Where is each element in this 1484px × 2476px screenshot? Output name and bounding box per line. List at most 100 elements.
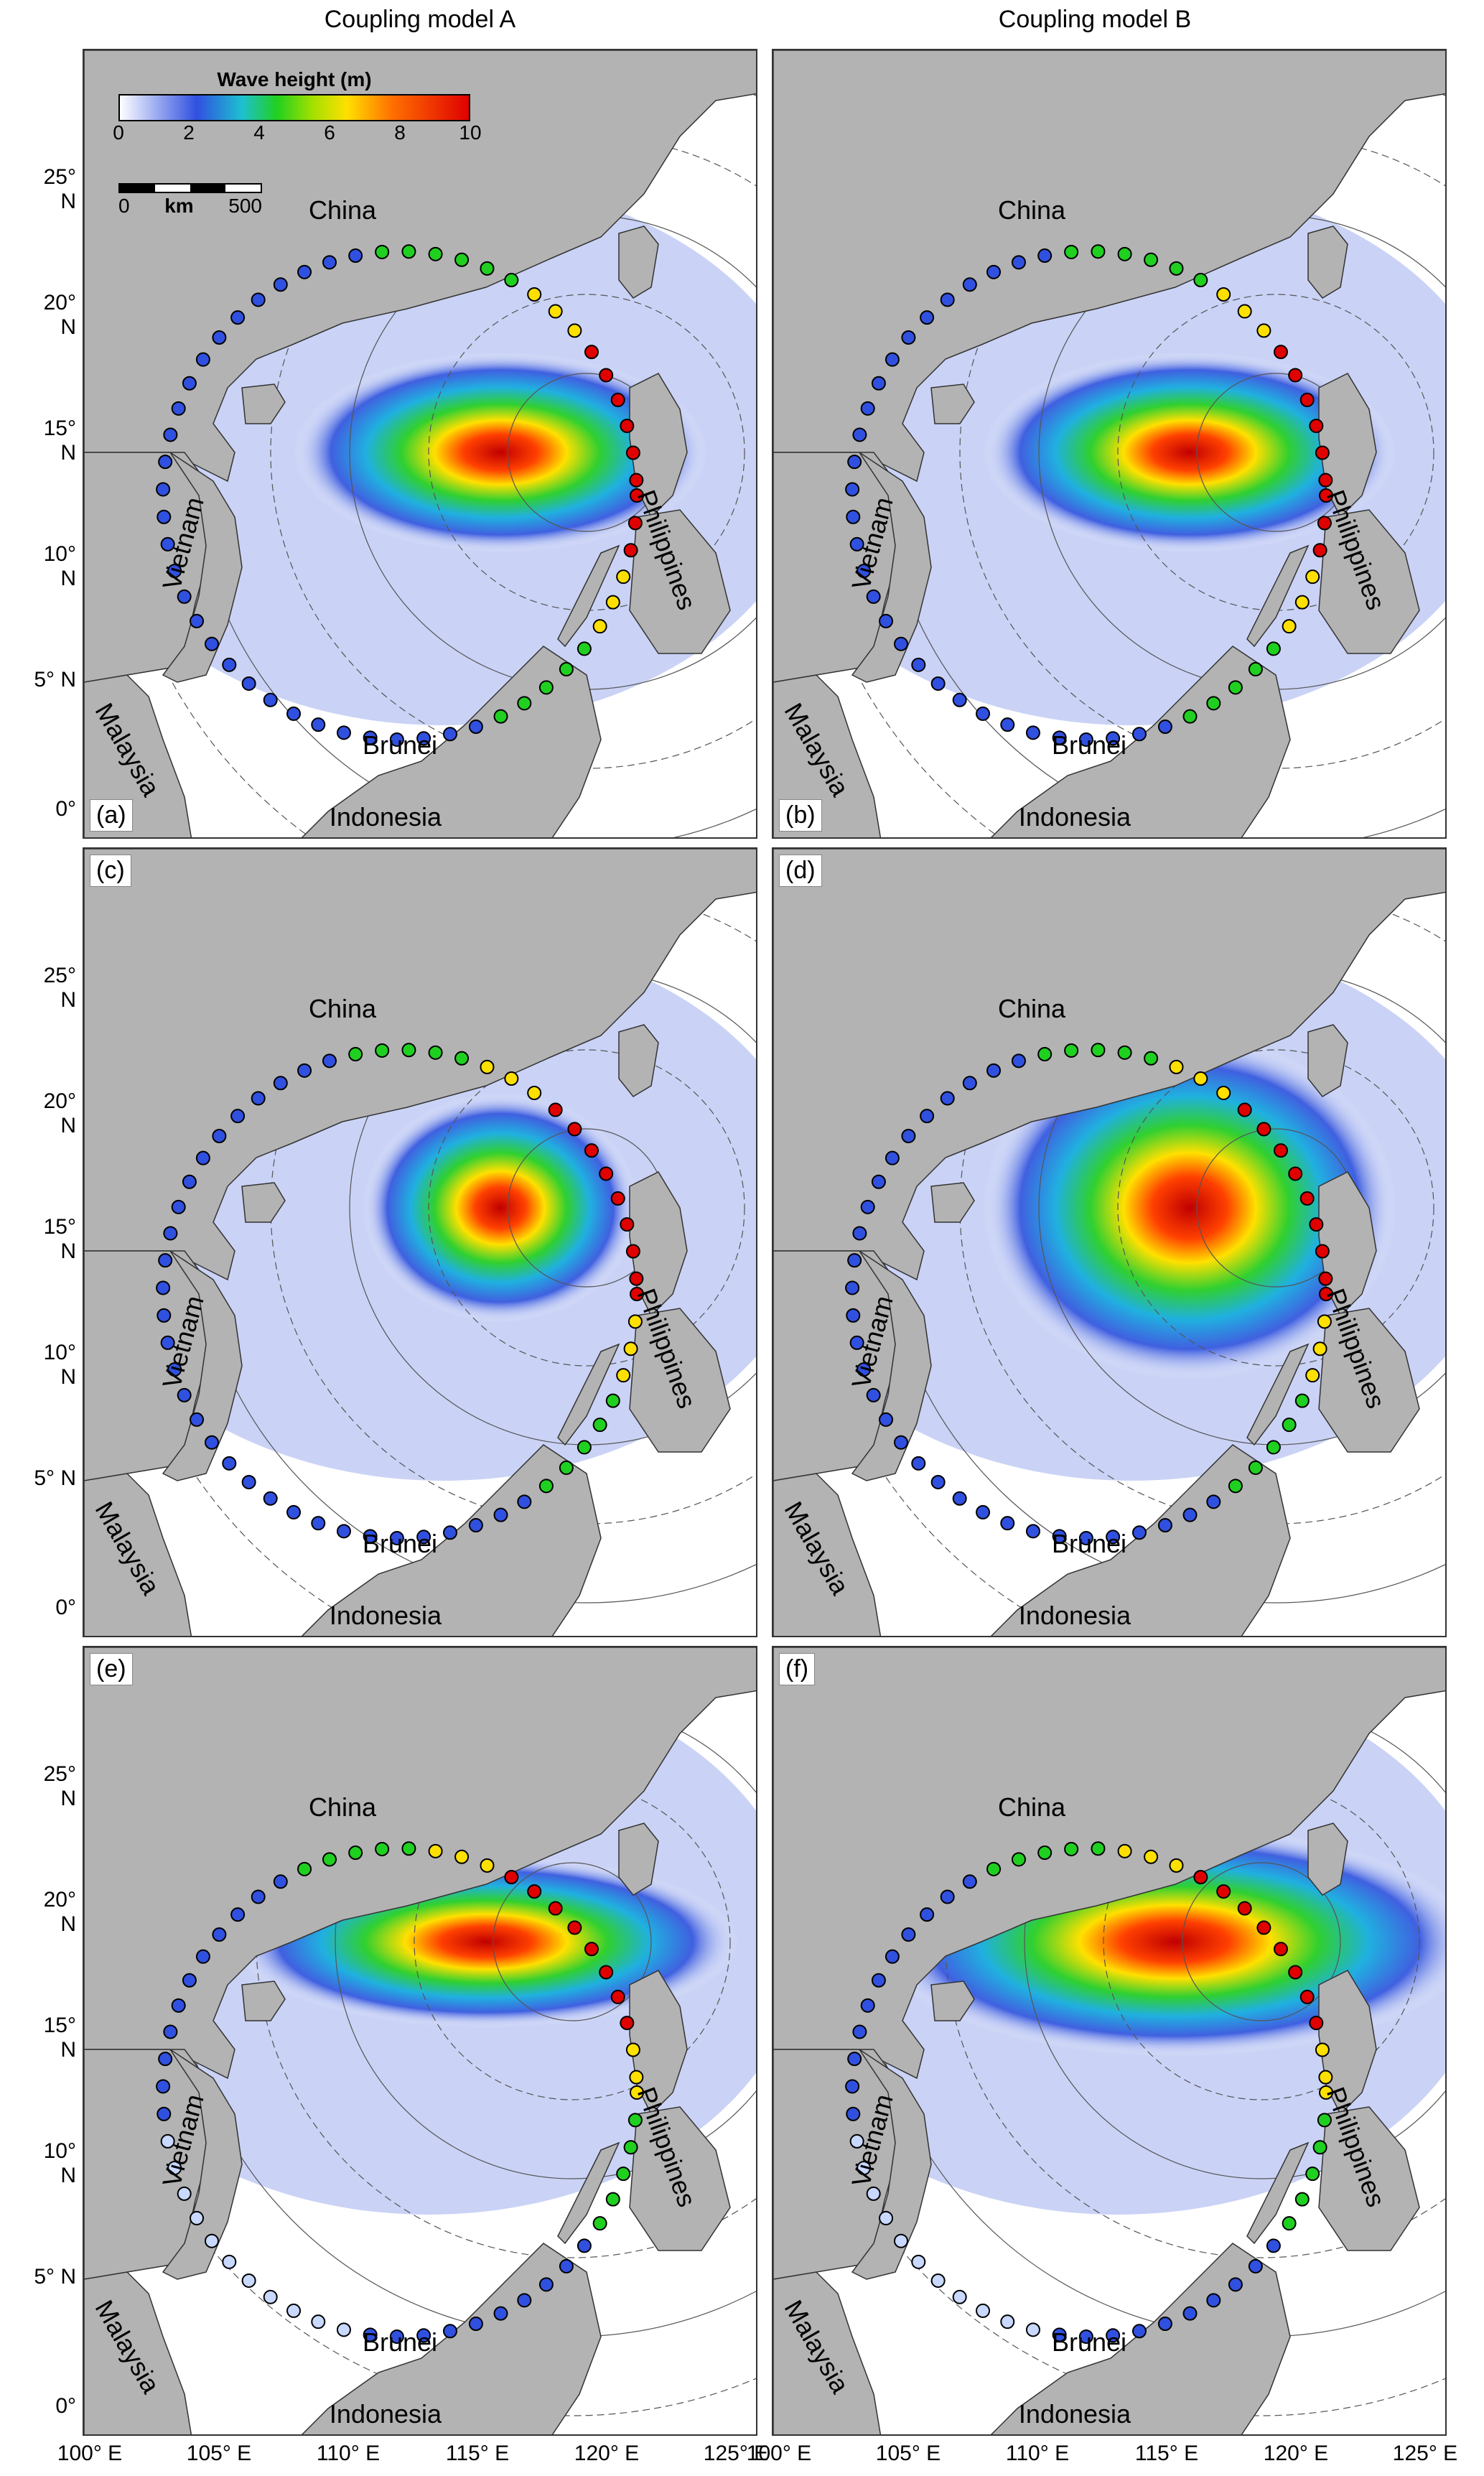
land-mass: [773, 849, 1445, 1281]
coastal-gauge-marker: [625, 1244, 640, 1259]
land-mass: [618, 1823, 659, 1896]
land-mass: [629, 1308, 731, 1453]
coastal-gauge-marker: [263, 1491, 278, 1506]
land-mass: [557, 2141, 620, 2245]
coastal-gauge-marker: [177, 1387, 192, 1402]
latitude-tick-label: 10° N: [43, 2139, 76, 2187]
latitude-tick-label: 0°: [55, 1596, 76, 1619]
coastal-gauge-marker: [1282, 619, 1297, 634]
coastal-gauge-marker: [493, 2306, 508, 2321]
coastal-gauge-marker: [857, 2161, 872, 2176]
coastal-gauge-marker: [1228, 2277, 1243, 2292]
coastal-gauge-marker: [401, 1043, 416, 1058]
coastal-gauge-marker: [1312, 543, 1327, 558]
scale-bar-end: 500: [228, 195, 262, 217]
coastal-gauge-marker: [605, 595, 620, 610]
coastal-gauge-marker: [1312, 1341, 1327, 1356]
coastal-gauge-marker: [273, 1874, 288, 1889]
country-label: Indonesia: [1019, 2399, 1131, 2429]
coastal-gauge-marker: [454, 252, 470, 267]
latitude-tick-label: 0°: [55, 2394, 76, 2418]
coastal-gauge-marker: [559, 2258, 574, 2273]
coastal-gauge-marker: [893, 636, 908, 651]
coastal-gauge-marker: [241, 676, 256, 691]
coastal-gauge-marker: [428, 1843, 443, 1858]
coastal-gauge-marker: [857, 564, 872, 579]
coastal-gauge-marker: [584, 345, 599, 360]
legend-ticks: 0 2 4 6 8 10: [113, 121, 481, 146]
longitude-tick-label: 115° E: [445, 2442, 510, 2465]
coastal-gauge-marker: [1315, 2042, 1330, 2057]
land-mass: [1246, 2141, 1310, 2245]
coastal-gauge-marker: [336, 725, 351, 740]
coastal-gauge-marker: [1282, 2216, 1297, 2231]
country-label: China: [309, 1792, 377, 1822]
longitude-tick-label: 125° E: [703, 2442, 769, 2465]
coastal-gauge-marker: [1157, 720, 1172, 735]
wave-height-field: [294, 352, 707, 553]
land-mass: [1307, 225, 1348, 299]
coastal-gauge-marker: [629, 2070, 644, 2085]
land-mass: [84, 849, 756, 1281]
legend-tick: 2: [183, 121, 195, 144]
coastal-gauge-marker: [1144, 252, 1159, 267]
coastal-gauge-marker: [1266, 641, 1281, 656]
coastal-gauge-marker: [1117, 1045, 1132, 1060]
coastal-gauge-marker: [629, 1271, 644, 1286]
legend-tick: 0: [113, 121, 124, 144]
coastal-gauge-marker: [846, 2106, 861, 2121]
coastal-gauge-marker: [976, 706, 991, 721]
coastal-gauge-marker: [548, 1102, 563, 1117]
coastal-gauge-marker: [1256, 323, 1271, 338]
coastal-gauge-marker: [623, 2140, 638, 2155]
coastal-gauge-marker: [627, 1314, 643, 1329]
coastal-gauge-marker: [866, 589, 881, 604]
coastal-gauge-marker: [952, 692, 967, 707]
coastal-gauge-marker: [167, 564, 182, 579]
coastal-gauge-marker: [1169, 1858, 1184, 1873]
coastal-gauge-marker: [976, 1504, 991, 1519]
country-label: China: [998, 994, 1066, 1023]
coastal-gauge-marker: [1206, 1494, 1221, 1509]
coastal-gauge-marker: [468, 2317, 483, 2332]
land-mass: [162, 452, 243, 683]
coastal-gauge-marker: [1011, 255, 1026, 270]
land-mass: [851, 2049, 932, 2280]
coastal-gauge-marker: [442, 1525, 457, 1540]
land-mass: [629, 509, 731, 654]
legend-tick: 8: [394, 121, 406, 144]
coastal-gauge-marker: [389, 732, 404, 747]
country-label: Indonesia: [330, 2399, 442, 2429]
coastal-gauge-marker: [1315, 445, 1330, 460]
coastal-gauge-marker: [592, 2216, 607, 2231]
coastal-gauge-marker: [322, 1053, 337, 1069]
coastal-gauge-marker: [212, 330, 227, 345]
panel-label: (a): [90, 799, 133, 832]
longitude-tick-label: 110° E: [1005, 2442, 1070, 2465]
coastal-gauge-marker: [363, 730, 378, 745]
coastal-gauge-marker: [567, 323, 582, 338]
land-mass: [241, 1981, 286, 2021]
coastal-gauge-marker: [940, 1889, 955, 1904]
coastal-gauge-marker: [1182, 709, 1198, 724]
coastal-gauge-marker: [911, 2254, 926, 2269]
travel-time-contour: [493, 1862, 652, 2021]
land-mass: [773, 2271, 882, 2434]
coastal-gauge-marker: [625, 2042, 640, 2057]
coastal-gauge-marker: [204, 2233, 219, 2248]
coastal-gauge-marker: [1228, 680, 1243, 695]
coastal-gauge-marker: [592, 619, 607, 634]
wave-height-legend: Wave height (m) 0 2 4 6 8 10: [113, 68, 481, 146]
map-panel-c: China Vietnam Philippines Malaysia Brunei Ind…: [83, 847, 757, 1637]
coastal-gauge-marker: [156, 1280, 171, 1295]
coastal-gauge-marker: [1144, 1849, 1159, 1864]
coastal-gauge-marker: [1000, 1516, 1015, 1531]
coastal-gauge-marker: [222, 2254, 237, 2269]
land-mass: [162, 2049, 243, 2280]
coastal-gauge-marker: [1319, 488, 1333, 503]
coastal-gauge-marker: [605, 1393, 620, 1408]
coastal-gauge-marker: [311, 1516, 326, 1531]
coastal-gauge-marker: [1011, 1053, 1026, 1069]
coastal-gauge-marker: [599, 368, 614, 383]
